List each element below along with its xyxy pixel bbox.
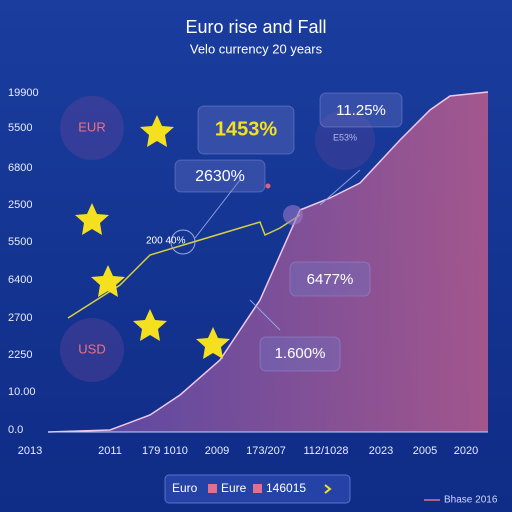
star: [91, 265, 125, 297]
star: [196, 327, 230, 359]
annotation: 6477%: [307, 271, 354, 288]
bubble: [315, 110, 375, 170]
star: [133, 309, 167, 341]
y-tick-label: 10.00: [8, 386, 36, 398]
x-tick-label: 2023: [369, 445, 393, 457]
star: [140, 115, 174, 147]
annotation-box: [174, 159, 266, 193]
legend-label: Eure: [221, 481, 247, 495]
currency-label: EUR: [78, 119, 105, 134]
usd-bubble: [60, 318, 124, 382]
annotation: 11.25%: [336, 102, 386, 119]
annotation: 200 40%: [146, 236, 186, 247]
x-tick-label: 179 1010: [142, 445, 188, 457]
euro-line: [67, 214, 301, 319]
y-tick-label: 5500: [8, 122, 32, 134]
legend-chevron: [324, 484, 332, 494]
legend-label: Euro: [172, 481, 198, 495]
y-tick-label: 5500: [8, 236, 32, 248]
annotation: E53%: [333, 132, 357, 142]
note: Bhase 2016: [444, 495, 498, 506]
x-tick-label: 2013: [18, 445, 42, 457]
y-tick-label: 2500: [8, 199, 32, 211]
x-tick-label: 2009: [205, 445, 229, 457]
y-tick-label: 19900: [8, 87, 39, 99]
x-tick-label: 2011: [98, 445, 122, 457]
stars: [75, 115, 230, 359]
x-axis-labels: 2013 2011 179 1010 2009 173/207 112/1028 2023 2…: [18, 445, 478, 457]
annotation: 2630%: [195, 168, 245, 185]
annotation: 1.600%: [275, 345, 326, 362]
y-tick-label: 0.0: [8, 424, 23, 436]
area: [48, 92, 488, 432]
x-tick-label: 112/1028: [303, 445, 348, 457]
marker: [283, 205, 303, 225]
marker: [265, 183, 271, 189]
star: [75, 203, 109, 235]
y-tick-label: 2250: [8, 349, 32, 361]
annotation-box: [197, 105, 295, 155]
marker: [170, 229, 196, 255]
chart-title: Euro rise and Fall: [185, 17, 326, 37]
annotation-box: [319, 92, 403, 128]
annotation-box: [259, 336, 341, 372]
x-tick-label: 173/207: [246, 445, 286, 457]
legend-label: 146015: [266, 481, 306, 495]
legend-swatch: [208, 484, 217, 493]
connector: [194, 169, 361, 331]
y-tick-label: 6800: [8, 162, 32, 174]
x-tick-label: 2020: [454, 445, 478, 457]
legend-swatch: [253, 484, 262, 493]
y-axis-labels: 19900 5500 6800 2500 5500 6400 2700 2250 10.00 0.…: [8, 87, 39, 436]
y-tick-label: 6400: [8, 274, 32, 286]
annotation-box: [289, 261, 371, 297]
chart-subtitle: Velo currency 20 years: [190, 41, 323, 56]
y-tick-label: 2700: [8, 312, 32, 324]
annotation: 1453%: [215, 118, 277, 140]
eur-bubble: [60, 96, 124, 160]
currency-label: USD: [78, 341, 105, 356]
x-tick-label: 2005: [413, 445, 437, 457]
